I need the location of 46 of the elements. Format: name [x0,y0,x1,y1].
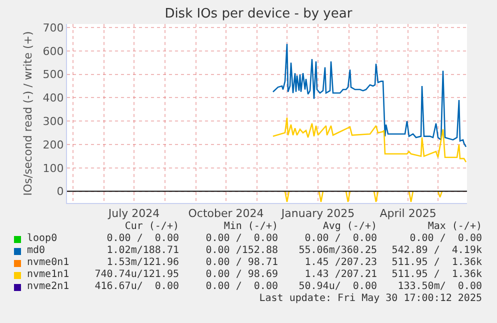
y-axis-title: IOs/second read (-) / write (+) [21,31,34,196]
legend-label: nvme0n1 [27,257,70,269]
text: Avg (-/+) [322,221,377,233]
x-tick-label: April 2025 [380,207,436,220]
text: 133.50m/ 0.00 [398,281,482,293]
text: 542.89 / 4.19k [392,245,482,257]
y-tick-label: 400 [42,92,64,105]
x-tick-label: July 2024 [107,207,160,220]
y-tick-label: 500 [42,68,64,82]
legend-label: loop0 [27,233,58,245]
text: 740.74u/121.95 [94,269,179,281]
chart-title: Disk IOs per device - by year [164,6,353,22]
text: 0.00 / 98.71 [206,257,278,269]
text: 55.06m/360.25 [298,245,377,257]
legend-label: nvme2n1 [27,281,70,293]
text: 50.94u/ 0.00 [298,281,377,293]
text: 511.95 / 1.36k [392,269,482,281]
text: Max (-/+) [428,221,482,233]
line-series [272,43,467,148]
text: 1.43 /207.21 [304,269,377,281]
text: 0.00 /152.88 [206,245,278,257]
y-tick-label: 300 [42,114,64,128]
x-tick-label: January 2025 [280,207,355,220]
text: 416.67u/ 0.00 [94,281,179,293]
y-tick-label: 100 [42,162,64,175]
text: 0.00 / 0.00 [304,233,377,245]
text: 0.00 / 0.00 [410,233,482,245]
legend-label: nvme1n1 [27,269,70,281]
y-tick-label: 700 [42,21,64,34]
legend-label: md0 [27,245,46,257]
text: 0.00 / 0.00 [206,281,278,293]
y-tick-label: 600 [42,44,64,58]
text: Min (-/+) [224,221,278,233]
text: 1.02m/188.71 [106,245,179,257]
text: 0.00 / 0.00 [206,233,278,245]
y-tick-label: 200 [42,138,64,152]
text: 0.00 / 98.69 [206,269,278,281]
text: 511.95 / 1.36k [392,257,482,269]
text: Cur (-/+) [124,221,179,233]
text: 1.45 /207.23 [304,257,377,269]
line-series [272,116,467,163]
y-tick-label: 0 [56,185,64,198]
x-tick-label: October 2024 [188,207,264,220]
text: 1.53m/121.96 [106,257,179,269]
text: Last update: Fri May 30 17:00:12 2025 [259,293,482,305]
text: 0.00 / 0.00 [106,233,179,245]
